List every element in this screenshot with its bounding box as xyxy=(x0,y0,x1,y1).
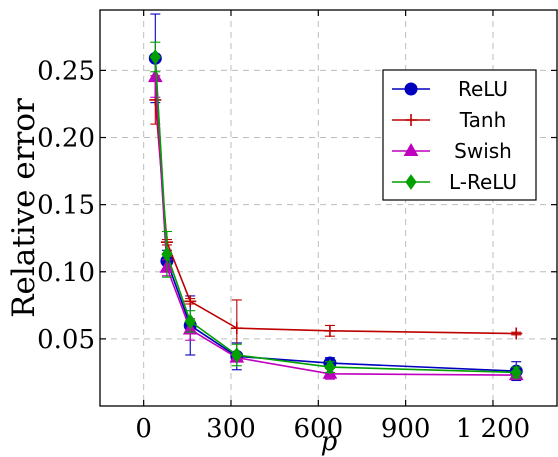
data-point xyxy=(231,347,243,363)
series-layer xyxy=(147,13,524,382)
data-point xyxy=(149,49,161,65)
legend-label: Swish xyxy=(454,139,512,163)
legend: ReLU Tanh Swish L-ReLU xyxy=(382,69,537,201)
data-point xyxy=(510,327,523,340)
legend-label: ReLU xyxy=(458,77,508,101)
y-tick-label: 0.20 xyxy=(37,124,95,154)
data-point xyxy=(324,359,336,375)
x-axis-label: p xyxy=(321,427,338,457)
y-tick-label: 0.10 xyxy=(37,258,95,288)
data-point xyxy=(510,364,522,381)
x-tick-label: 600 xyxy=(293,414,343,444)
x-tick-label: 0 xyxy=(135,414,152,444)
data-point xyxy=(184,313,196,330)
series-line xyxy=(154,56,517,374)
series-l-relu xyxy=(149,41,522,381)
data-point xyxy=(147,69,163,83)
series-line xyxy=(154,77,517,376)
y-axis-label: Relative error xyxy=(6,98,42,318)
legend-marker xyxy=(405,114,417,126)
legend-label: Tanh xyxy=(459,108,507,132)
data-point xyxy=(184,295,197,308)
axis-ticks: 0 300 600 900 1 200 0.05 0.10 0.15 0.20 0.25 xyxy=(37,10,557,444)
legend-marker xyxy=(404,82,418,96)
y-tick-label: 0.25 xyxy=(37,56,95,86)
data-point xyxy=(323,324,336,337)
plot-frame xyxy=(99,9,558,407)
x-tick-label: 300 xyxy=(206,414,256,444)
legend-label: L-ReLU xyxy=(449,170,517,194)
x-tick-label: 900 xyxy=(381,414,431,444)
y-tick-label: 0.15 xyxy=(37,191,95,221)
y-tick-label: 0.05 xyxy=(37,325,95,355)
legend-marker xyxy=(403,142,419,156)
data-point xyxy=(230,322,243,335)
data-point xyxy=(161,246,173,263)
legend-marker xyxy=(405,174,417,190)
x-tick-label: 1 200 xyxy=(456,414,530,444)
